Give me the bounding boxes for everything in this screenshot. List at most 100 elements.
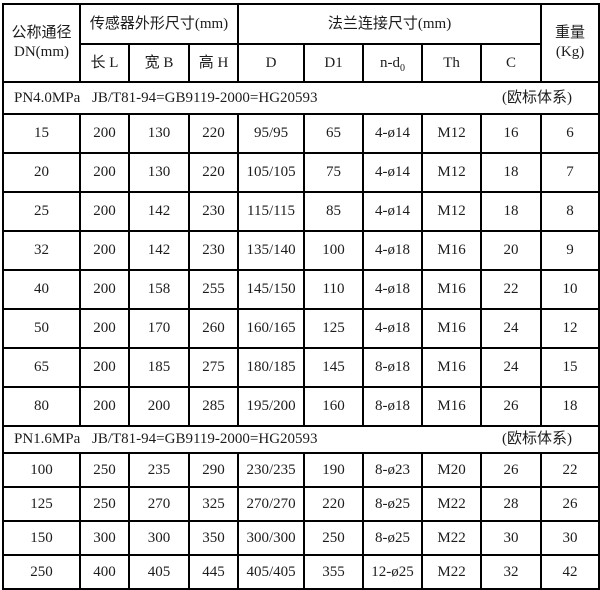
header-row-subcolumns: 长 L 宽 B 高 H D D1 n-d0 Th C: [3, 43, 599, 83]
cell: 300: [128, 520, 190, 556]
cell: 300: [79, 520, 130, 556]
pn-rating-label: PN4.0MPa: [14, 89, 81, 106]
nominal-diameter-label-dn: DN(mm): [14, 44, 69, 60]
cell: 20: [2, 152, 81, 193]
cell: 32: [2, 230, 81, 271]
cell: M16: [421, 269, 483, 310]
cell: 200: [79, 269, 130, 310]
cell: 80: [2, 386, 81, 427]
cell: 30: [540, 520, 600, 556]
cell: 10: [540, 269, 600, 310]
weight-label-unit: (Kg): [555, 44, 585, 60]
cell: 26: [480, 386, 543, 427]
cell: 158: [128, 269, 190, 310]
table-row: 125 250 270 325 270/270 220 8-ø25 M22 28 26: [2, 486, 600, 522]
cell: 8-ø25: [362, 520, 424, 556]
cell: 250: [303, 520, 365, 556]
section-header-cell: PN4.0MPa JB/T81-94=GB9119-2000=HG20593 (…: [1, 81, 600, 115]
pn-rating-label: PN1.6MPa: [14, 431, 81, 448]
cell: 300/300: [237, 520, 306, 556]
cell: 22: [480, 269, 543, 310]
cell: 65: [2, 347, 81, 388]
cell: 8: [540, 191, 600, 232]
cell: 130: [128, 113, 190, 154]
cell: M16: [421, 347, 483, 388]
cell: M20: [421, 452, 483, 488]
cell: 270: [128, 486, 190, 522]
standard-system-note: (欧标体系): [502, 89, 573, 106]
cell: 8-ø18: [362, 386, 424, 427]
cell: 6: [540, 113, 600, 154]
header-row-groups: 公称通径 DN(mm) 传感器外形尺寸(mm) 法兰连接尺寸(mm) 重量 (K…: [2, 3, 600, 83]
cell: 350: [187, 520, 240, 556]
cell: 105/105: [237, 152, 306, 193]
cell: 290: [187, 452, 240, 488]
cell: 8-ø23: [362, 452, 424, 488]
cell: 16: [480, 113, 543, 154]
cell: 235: [128, 452, 190, 488]
cell: 85: [303, 191, 365, 232]
cell: 185: [128, 347, 190, 388]
cell: 260: [187, 308, 240, 349]
col-header-width: 宽 B: [128, 43, 190, 83]
section-header-cell: PN1.6MPa JB/T81-94=GB9119-2000=HG20593 (…: [1, 425, 600, 454]
cell: 100: [2, 452, 81, 488]
cell: 445: [187, 554, 240, 590]
cell: 250: [2, 554, 81, 590]
cell: 142: [128, 191, 190, 232]
cell: 250: [79, 452, 130, 488]
cell: 75: [303, 152, 365, 193]
cell: 125: [2, 486, 81, 522]
col-header-d1: D1: [303, 43, 365, 83]
col-header-c: C: [480, 43, 543, 83]
cell: 190: [303, 452, 365, 488]
cell: 20: [480, 230, 543, 271]
cell: 12: [540, 308, 600, 349]
cell: M12: [421, 152, 483, 193]
cell: M12: [421, 191, 483, 232]
cell: 115/115: [237, 191, 306, 232]
cell: 25: [2, 191, 81, 232]
cell: 275: [187, 347, 240, 388]
cell: 145/150: [237, 269, 306, 310]
cell: 160/165: [237, 308, 306, 349]
cell: 325: [187, 486, 240, 522]
cell: 42: [540, 554, 600, 590]
cell: 24: [480, 347, 543, 388]
nominal-diameter-label-cn: 公称通径: [11, 24, 72, 41]
col-group-flange-dimensions: 法兰连接尺寸(mm): [237, 3, 543, 45]
cell: 200: [79, 347, 130, 388]
cell: 200: [79, 191, 130, 232]
cell: 145: [303, 347, 365, 388]
cell: 125: [303, 308, 365, 349]
cell: 18: [480, 191, 543, 232]
cell: 230: [187, 191, 240, 232]
cell: 250: [79, 486, 130, 522]
cell: M16: [421, 230, 483, 271]
cell: 200: [79, 308, 130, 349]
cell: 26: [480, 452, 543, 488]
n-d0-base: n-d: [380, 54, 401, 71]
col-header-n-d0: n-d0: [362, 43, 424, 83]
table-row: 80 200 200 285 195/200 160 8-ø18 M16 26 18: [2, 386, 600, 427]
col-header-th: Th: [421, 43, 483, 83]
cell: 8-ø25: [362, 486, 424, 522]
cell: 22: [540, 452, 600, 488]
cell: 4-ø18: [362, 230, 424, 271]
cell: 12-ø25: [362, 554, 424, 590]
cell: 4-ø14: [362, 152, 424, 193]
pn4-data-rows: 15 200 130 220 95/95 65 4-ø14 M12 16 6 20 200 130 220…: [2, 113, 600, 427]
cell: 200: [128, 386, 190, 427]
pn16-data-rows: 100 250 235 290 230/235 190 8-ø23 M20 26 22 125 250…: [2, 452, 600, 590]
cell: 230/235: [237, 452, 306, 488]
table-row: 50 200 170 260 160/165 125 4-ø18 M16 24 12: [2, 308, 600, 349]
table-row: 250 400 405 445 405/405 355 12-ø25 M22 32 42: [2, 554, 600, 590]
cell: M22: [421, 486, 483, 522]
cell: 220: [303, 486, 365, 522]
cell: 95/95: [237, 113, 306, 154]
cell: 130: [128, 152, 190, 193]
cell: 50: [2, 308, 81, 349]
weight-label-cn: 重量: [555, 24, 586, 41]
cell: M22: [421, 554, 483, 590]
cell: 32: [480, 554, 543, 590]
